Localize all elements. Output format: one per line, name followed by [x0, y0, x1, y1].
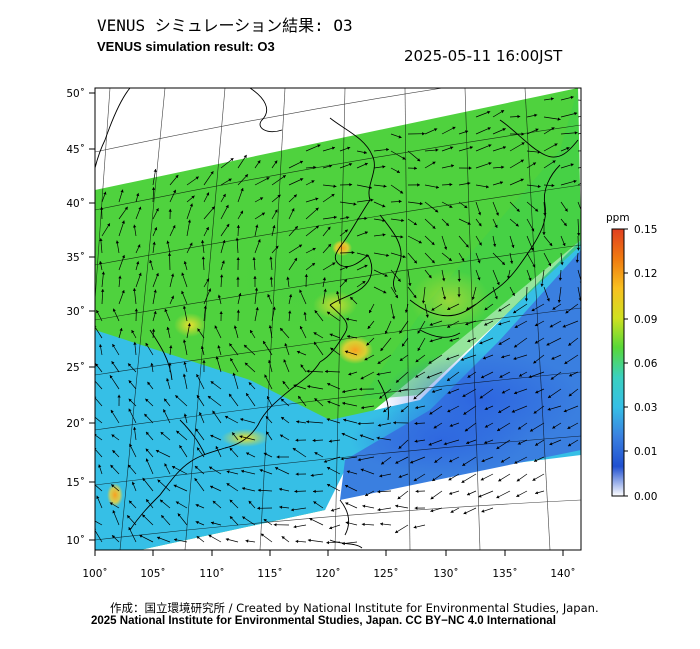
- map-plot-area: [95, 88, 581, 550]
- timestamp: 2025-05-11 16:00JST: [404, 47, 563, 65]
- colorbar-tick-label: 0.15: [634, 224, 657, 236]
- latitude-tick-label: 10˚: [66, 535, 85, 547]
- colorbar-tick-label: 0.09: [634, 314, 657, 326]
- credit-line-1: 作成：国立環境研究所 / Created by National Institu…: [110, 601, 599, 615]
- latitude-tick-label: 25˚: [66, 362, 85, 374]
- longitude-tick-label: 105˚: [140, 568, 165, 580]
- latitude-axis: 10˚ 15˚ 20˚ 25˚ 30˚ 35˚ 40˚ 45˚ 50˚: [66, 88, 95, 547]
- colorbar-unit: ppm: [606, 212, 630, 224]
- colorbar-bar: [611, 228, 625, 497]
- colorbar-tick-label: 0.03: [634, 402, 657, 414]
- latitude-tick-label: 30˚: [66, 306, 85, 318]
- longitude-axis: 100˚ 105˚ 110˚ 115˚ 120˚ 125˚ 130˚ 135˚ 140˚: [82, 550, 576, 580]
- colorbar-tick-label: 0.01: [634, 446, 657, 458]
- hotspot-bohai: [332, 240, 352, 256]
- map-frame: [94, 87, 582, 551]
- latitude-tick-label: 40˚: [66, 198, 85, 210]
- latitude-tick-label: 45˚: [66, 144, 85, 156]
- latitude-tick-label: 20˚: [66, 418, 85, 430]
- colorbar: ppm 0.15 0.12 0.09 0.06 0.03 0.01 0.00: [606, 212, 658, 503]
- hotspot-east-china: [337, 336, 373, 364]
- credit-line-2: 2025 National Institute for Environmenta…: [91, 615, 556, 627]
- title-japanese: VENUS シミュレーション結果: O3: [97, 16, 353, 35]
- colorbar-tick-label: 0.00: [634, 491, 657, 503]
- latitude-tick-label: 50˚: [66, 88, 85, 100]
- longitude-tick-label: 140˚: [550, 568, 575, 580]
- longitude-tick-label: 125˚: [373, 568, 398, 580]
- longitude-tick-label: 130˚: [433, 568, 458, 580]
- latitude-tick-label: 15˚: [66, 477, 85, 489]
- title-english: VENUS simulation result: O3: [97, 39, 275, 54]
- longitude-tick-label: 100˚: [82, 568, 107, 580]
- longitude-tick-label: 110˚: [199, 568, 224, 580]
- wind-vector-field: [95, 95, 581, 546]
- colorbar-tick-label: 0.06: [634, 358, 658, 370]
- longitude-tick-label: 135˚: [492, 568, 517, 580]
- latitude-tick-label: 35˚: [66, 252, 85, 264]
- longitude-tick-label: 120˚: [315, 568, 340, 580]
- longitude-tick-label: 115˚: [257, 568, 282, 580]
- ocean-green-transition: [360, 88, 581, 400]
- colorbar-tick-label: 0.12: [634, 268, 657, 280]
